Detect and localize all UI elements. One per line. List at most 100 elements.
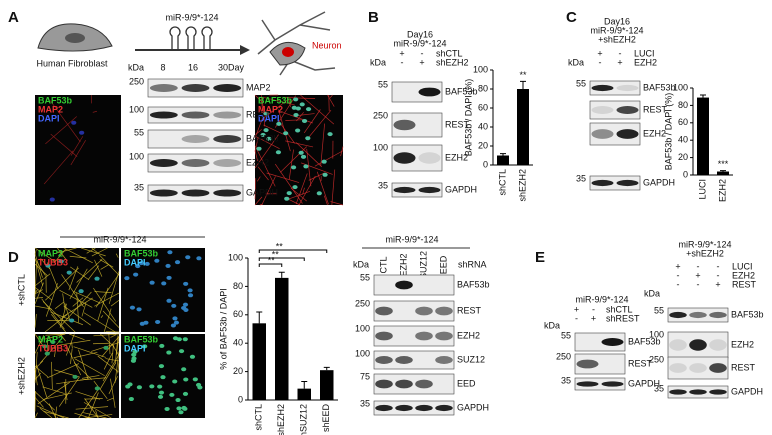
nucleus [185, 255, 191, 260]
blot-header: miR-9/9*-124 [678, 239, 731, 249]
neurite [47, 363, 80, 379]
blot-strip [589, 122, 641, 146]
blot-band [375, 356, 393, 364]
panel-label: A [8, 9, 19, 26]
blot-band [213, 84, 242, 92]
nucleus [301, 118, 308, 123]
panel-label: D [8, 249, 19, 266]
sign: + [695, 270, 700, 280]
kda-label: 250 [129, 76, 144, 86]
nucleus [136, 307, 142, 312]
stain-label: MAP2 [38, 248, 63, 258]
nucleus [283, 131, 289, 136]
nucleus [295, 128, 301, 133]
neurite [261, 94, 263, 113]
blot-header: miR-9/9*-124 [385, 234, 438, 244]
neurite [278, 109, 291, 152]
neurite [73, 362, 93, 380]
blot-band [689, 339, 707, 351]
neurite [78, 387, 100, 419]
neurite [44, 314, 68, 333]
condition-label: LUCI [732, 261, 753, 271]
row-label: +shEZH2 [16, 357, 26, 395]
blot-band [418, 87, 441, 97]
stain-label: MAP2 [38, 104, 63, 114]
sign: + [617, 57, 622, 67]
nucleus [155, 319, 161, 324]
neurite [285, 119, 302, 121]
neurite [51, 314, 66, 333]
neurite [111, 344, 114, 364]
neurite [91, 247, 99, 254]
kda-header: kDa [370, 57, 386, 67]
hairpin-icons [169, 26, 213, 50]
protein-label: REST [731, 362, 756, 372]
blot-band [435, 404, 453, 412]
significance-bracket [258, 263, 283, 267]
blot-band [669, 363, 687, 373]
bar [320, 370, 334, 400]
blot-band [601, 338, 624, 346]
neurite [330, 201, 344, 206]
neurite [262, 98, 290, 119]
blot-band [418, 152, 441, 164]
neurite [39, 407, 53, 419]
y-tick-label: 40 [678, 135, 688, 145]
y-axis-label: BAF53b / DAPI (%) [463, 79, 473, 157]
blot-strip [589, 80, 641, 96]
protein-label: REST [445, 119, 470, 129]
nucleus [103, 345, 109, 350]
blot-band [709, 311, 727, 319]
nucleus [166, 350, 172, 355]
bar [717, 171, 729, 175]
neurite [102, 310, 120, 328]
nucleus [158, 390, 165, 395]
neurite [103, 352, 113, 370]
nucleus [167, 250, 173, 255]
neurite [254, 134, 279, 169]
nucleus [181, 305, 187, 310]
error-bar [301, 381, 308, 389]
neurite [80, 247, 106, 257]
kda-label: 100 [129, 104, 144, 114]
lane-label: 30 [218, 62, 228, 72]
blot-band [393, 186, 416, 194]
blot-band [689, 363, 707, 373]
nucleus [131, 352, 137, 357]
neurite [93, 380, 108, 400]
y-tick-label: 20 [478, 140, 488, 150]
nucleus [182, 337, 188, 342]
nucleus [130, 358, 137, 363]
neurite [308, 172, 325, 181]
sign: - [677, 279, 680, 289]
blot-band [591, 179, 614, 187]
neurite [70, 140, 86, 166]
nucleus [183, 377, 189, 382]
blot-band [415, 331, 433, 341]
x-tick-label: shEZH2 [276, 404, 286, 435]
blot-strip [373, 373, 455, 395]
neurite [34, 333, 45, 348]
neurite [100, 315, 104, 318]
kda-header: kDa [568, 57, 584, 67]
neurite [69, 268, 88, 300]
neurite [61, 274, 84, 308]
nucleus [286, 191, 292, 196]
nucleus [292, 185, 298, 190]
neurite [36, 405, 65, 419]
neurite [76, 259, 103, 283]
nucleus [143, 320, 149, 325]
neurite [34, 257, 44, 286]
neurite [114, 351, 120, 383]
nucleus-icon [65, 33, 85, 43]
kda-label: 35 [378, 180, 388, 190]
nucleus [266, 136, 272, 141]
blot-band [415, 379, 433, 389]
nucleus [127, 382, 133, 387]
treatment-label: miR-9/9*-124 [165, 12, 218, 22]
error-bar [520, 80, 526, 89]
blot-band [395, 404, 413, 412]
neurite [254, 178, 257, 200]
blot-band [616, 84, 639, 92]
